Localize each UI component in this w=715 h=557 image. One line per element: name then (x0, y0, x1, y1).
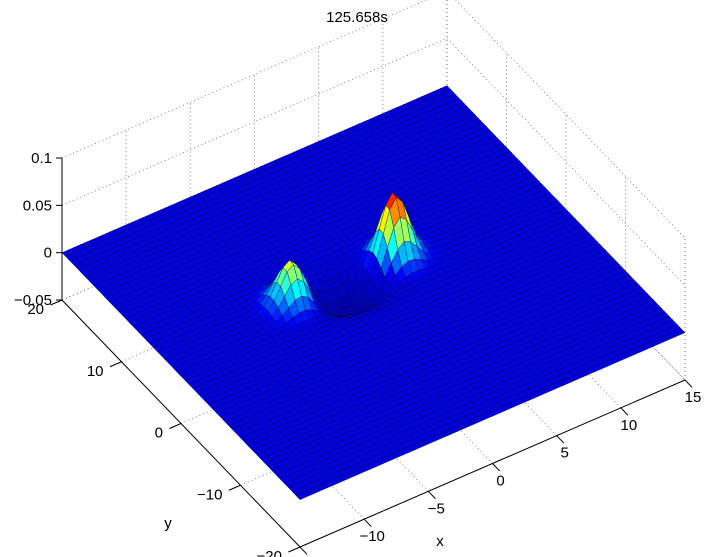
x-tick-mark (427, 490, 436, 500)
x-tick-mark (492, 463, 501, 472)
x-tick-mark (299, 546, 308, 555)
y-tick-label: 0 (155, 425, 163, 442)
y-tick-mark (109, 361, 122, 368)
y-tick-label: −10 (197, 486, 222, 503)
x-tick-label: −10 (359, 528, 384, 545)
x-tick-mark (684, 379, 693, 388)
x-tick-label: 0 (496, 473, 504, 490)
x-axis-label: x (436, 533, 444, 550)
y-tick-label: −20 (257, 548, 282, 557)
y-axis-label: y (164, 515, 172, 532)
z-tick-label: 0 (44, 245, 52, 262)
z-tick-label: 0.1 (31, 150, 52, 167)
x-tick-mark (363, 518, 372, 527)
x-tick-label: 10 (620, 417, 637, 434)
grid-line (61, 37, 686, 286)
x-tick-mark (556, 435, 565, 444)
z-tick-label: 0.05 (23, 197, 52, 214)
y-tick-mark (288, 546, 301, 553)
grid-line (61, 0, 686, 239)
y-tick-mark (169, 423, 182, 429)
x-tick-label: 15 (685, 389, 702, 406)
surface-layer (61, 85, 686, 500)
x-tick-label: 5 (560, 445, 568, 462)
chart-title: 125.658s (326, 9, 388, 26)
y-tick-mark (228, 484, 241, 491)
x-tick-mark (620, 407, 629, 416)
y-tick-label: 10 (87, 363, 104, 380)
z-tick-label: −0.05 (14, 292, 52, 309)
y-tick-mark (50, 299, 63, 306)
x-tick-label: −5 (428, 500, 445, 517)
